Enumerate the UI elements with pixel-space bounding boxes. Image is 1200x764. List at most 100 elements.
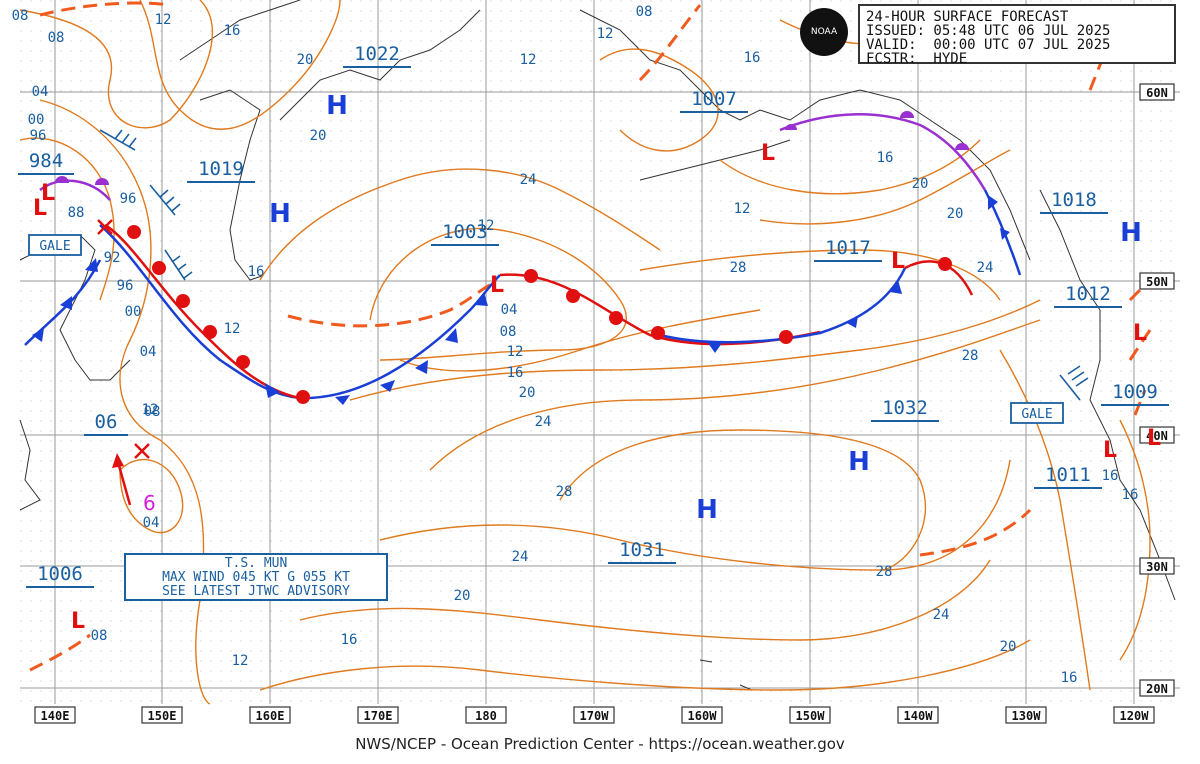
pressure-center-value: 1032 bbox=[882, 397, 928, 419]
isobar-value-label: 08 bbox=[48, 30, 65, 46]
isobar-value-label: 00 bbox=[28, 112, 45, 128]
isobar-value-label: 12 bbox=[507, 344, 524, 360]
low-pressure-center: L bbox=[1147, 426, 1161, 451]
lat-label-box bbox=[1139, 83, 1175, 101]
low-pressure-center: L bbox=[490, 273, 504, 298]
low-pressure-center: L bbox=[1133, 321, 1147, 346]
footer-credit: NWS/NCEP - Ocean Prediction Center - htt… bbox=[355, 735, 845, 753]
isobar-value-label: 20 bbox=[912, 176, 929, 192]
isobar-value-label: 04 bbox=[501, 302, 518, 318]
storm-track: 6 bbox=[112, 453, 156, 515]
isobar-value-label: 20 bbox=[947, 206, 964, 222]
low-pressure-center: L bbox=[33, 196, 47, 221]
low-x-marks bbox=[97, 219, 150, 459]
lon-label: 170W bbox=[580, 709, 610, 723]
isobar-value-label: 16 bbox=[248, 264, 265, 280]
isobar-value-label: 24 bbox=[933, 607, 950, 623]
low-pressure-center: L bbox=[71, 609, 85, 634]
title-line-2: ISSUED: 05:48 UTC 06 JUL 2025 bbox=[866, 23, 1111, 39]
isobar-value-label: 12 bbox=[224, 321, 241, 337]
isobar-value-label: 04 bbox=[143, 515, 160, 531]
front-symbols bbox=[32, 111, 1010, 405]
isobar-value-label: 08 bbox=[144, 404, 161, 420]
isobar-value-label: 20 bbox=[297, 52, 314, 68]
pressure-center-value: 1012 bbox=[1065, 283, 1111, 305]
lat-label-box bbox=[1139, 272, 1175, 290]
lon-label: 160W bbox=[688, 709, 718, 723]
pressure-center-value: 1017 bbox=[825, 237, 871, 259]
isobar-value-label: 16 bbox=[507, 365, 524, 381]
isobar-value-label: 16 bbox=[224, 23, 241, 39]
high-pressure-center: H bbox=[269, 199, 291, 229]
pressure-center-value: 1011 bbox=[1045, 464, 1091, 486]
tropical-storm-icon: 6 bbox=[143, 491, 156, 515]
lon-label: 150W bbox=[796, 709, 826, 723]
isobar-value-label: 20 bbox=[1000, 639, 1017, 655]
pressure-center-value: 1006 bbox=[37, 563, 83, 585]
isobar-value-label: 00 bbox=[125, 304, 142, 320]
isobar-value-label: 20 bbox=[310, 128, 327, 144]
title-line-1: 24-HOUR SURFACE FORECAST bbox=[866, 9, 1069, 25]
lon-label: 150E bbox=[148, 709, 177, 723]
gale-warning-label: GALE bbox=[39, 239, 70, 254]
logo-text: NOAA bbox=[810, 27, 838, 37]
isobar-value-label: 24 bbox=[535, 414, 552, 430]
isobar-value-label: 20 bbox=[519, 385, 536, 401]
isobars bbox=[19, 0, 1151, 705]
isobar-value-label: 28 bbox=[876, 564, 893, 580]
lat-label-box bbox=[1139, 557, 1175, 575]
isobar-value-label: 16 bbox=[341, 632, 358, 648]
isobar-value-label: 12 bbox=[142, 402, 159, 418]
isobar-value-label: 28 bbox=[962, 348, 979, 364]
forecast-info-box: 24-HOUR SURFACE FORECAST ISSUED: 05:48 U… bbox=[858, 4, 1176, 67]
isobar-value-label: 16 bbox=[1102, 468, 1119, 484]
lon-label-box bbox=[34, 706, 76, 724]
high-pressure-center: H bbox=[848, 447, 870, 477]
lon-label-box bbox=[573, 706, 615, 724]
isobar-value-label: 20 bbox=[454, 588, 471, 604]
isobar-value-label: 28 bbox=[730, 260, 747, 276]
isobar-value-label: 08 bbox=[500, 324, 517, 340]
isobar-value-label: 24 bbox=[512, 549, 529, 565]
isobar-value-label: 12 bbox=[155, 12, 172, 28]
pressure-center-value: 984 bbox=[29, 150, 63, 172]
pressure-center-value: 1019 bbox=[198, 158, 244, 180]
lon-label-box bbox=[357, 706, 399, 724]
lon-label-box bbox=[681, 706, 723, 724]
lon-label: 170E bbox=[364, 709, 393, 723]
lon-label: 160E bbox=[256, 709, 285, 723]
tropical-storm-box: T.S. MUN MAX WIND 045 KT G 055 KT SEE LA… bbox=[124, 553, 388, 601]
isobar-value-label: 12 bbox=[520, 52, 537, 68]
pressure-center-value: 1022 bbox=[354, 43, 400, 65]
wind-barbs bbox=[99, 129, 1089, 401]
gale-warning-box bbox=[1010, 402, 1064, 424]
isobar-value-label: 04 bbox=[140, 344, 157, 360]
high-pressure-center: H bbox=[326, 91, 348, 121]
high-pressure-center: H bbox=[696, 495, 718, 525]
lon-label-box bbox=[789, 706, 831, 724]
lat-label: 40N bbox=[1146, 429, 1168, 443]
isobar-value-label: 24 bbox=[520, 172, 537, 188]
isobar-value-label: 04 bbox=[32, 84, 49, 100]
low-pressure-center: L bbox=[1103, 438, 1117, 463]
lon-label: 180 bbox=[475, 709, 497, 723]
title-line-3: VALID: 00:00 UTC 07 JUL 2025 bbox=[866, 37, 1111, 53]
lat-label: 60N bbox=[1146, 86, 1168, 100]
lon-label: 140W bbox=[904, 709, 934, 723]
pressure-center-value: 1009 bbox=[1112, 381, 1158, 403]
isobar-value-label: 96 bbox=[120, 191, 137, 207]
isobar-value-label: 16 bbox=[744, 50, 761, 66]
low-pressure-center: L bbox=[761, 141, 775, 166]
storm-wind: MAX WIND 045 KT G 055 KT bbox=[162, 570, 350, 585]
isobar-value-label: 16 bbox=[877, 150, 894, 166]
isobar-value-label: 08 bbox=[636, 4, 653, 20]
isobar-value-label: 12 bbox=[734, 201, 751, 217]
isobar-value-label: 24 bbox=[977, 260, 994, 276]
high-pressure-center: H bbox=[1120, 218, 1142, 248]
lon-label: 130W bbox=[1012, 709, 1042, 723]
title-line-4: FCSTR: HYDE bbox=[866, 51, 968, 67]
pressure-center-value: 1031 bbox=[619, 539, 665, 561]
isobar-value-label: 92 bbox=[104, 250, 121, 266]
isobar-value-label: 28 bbox=[556, 484, 573, 500]
